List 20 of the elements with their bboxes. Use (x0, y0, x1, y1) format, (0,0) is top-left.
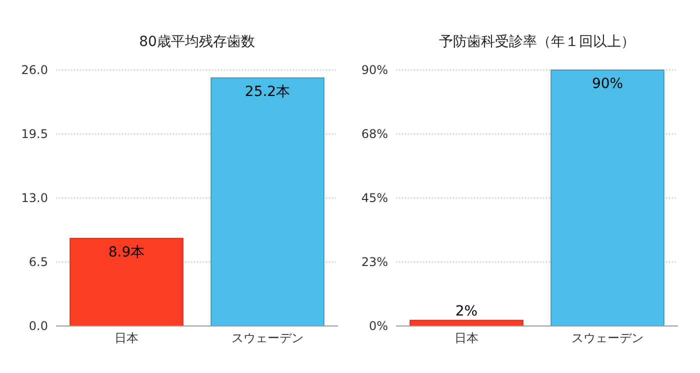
data-label: 8.9本 (108, 244, 145, 260)
y-tick-label: 6.5 (28, 255, 48, 270)
chart-title: 予防歯科受診率（年１回以上） (439, 34, 635, 50)
y-tick-label: 45% (361, 191, 388, 206)
y-tick-label: 19.5 (21, 127, 48, 142)
y-tick-label: 0.0 (28, 319, 48, 334)
y-tick-label: 13.0 (21, 191, 48, 206)
y-tick-label: 23% (361, 255, 388, 270)
y-tick-label: 90% (361, 63, 388, 78)
data-label: 25.2本 (244, 84, 290, 100)
y-tick-label: 68% (361, 127, 388, 142)
y-tick-label: 26.0 (21, 63, 48, 78)
x-tick-label: 日本 (114, 331, 138, 345)
chart-title: 80歳平均残存歯数 (139, 34, 255, 50)
data-label: 2% (455, 303, 478, 320)
y-tick-label: 0% (368, 319, 388, 334)
data-label: 90% (592, 76, 624, 92)
x-tick-label: 日本 (454, 331, 478, 345)
x-tick-label: スウェーデン (232, 331, 304, 345)
x-tick-label: スウェーデン (572, 331, 644, 345)
